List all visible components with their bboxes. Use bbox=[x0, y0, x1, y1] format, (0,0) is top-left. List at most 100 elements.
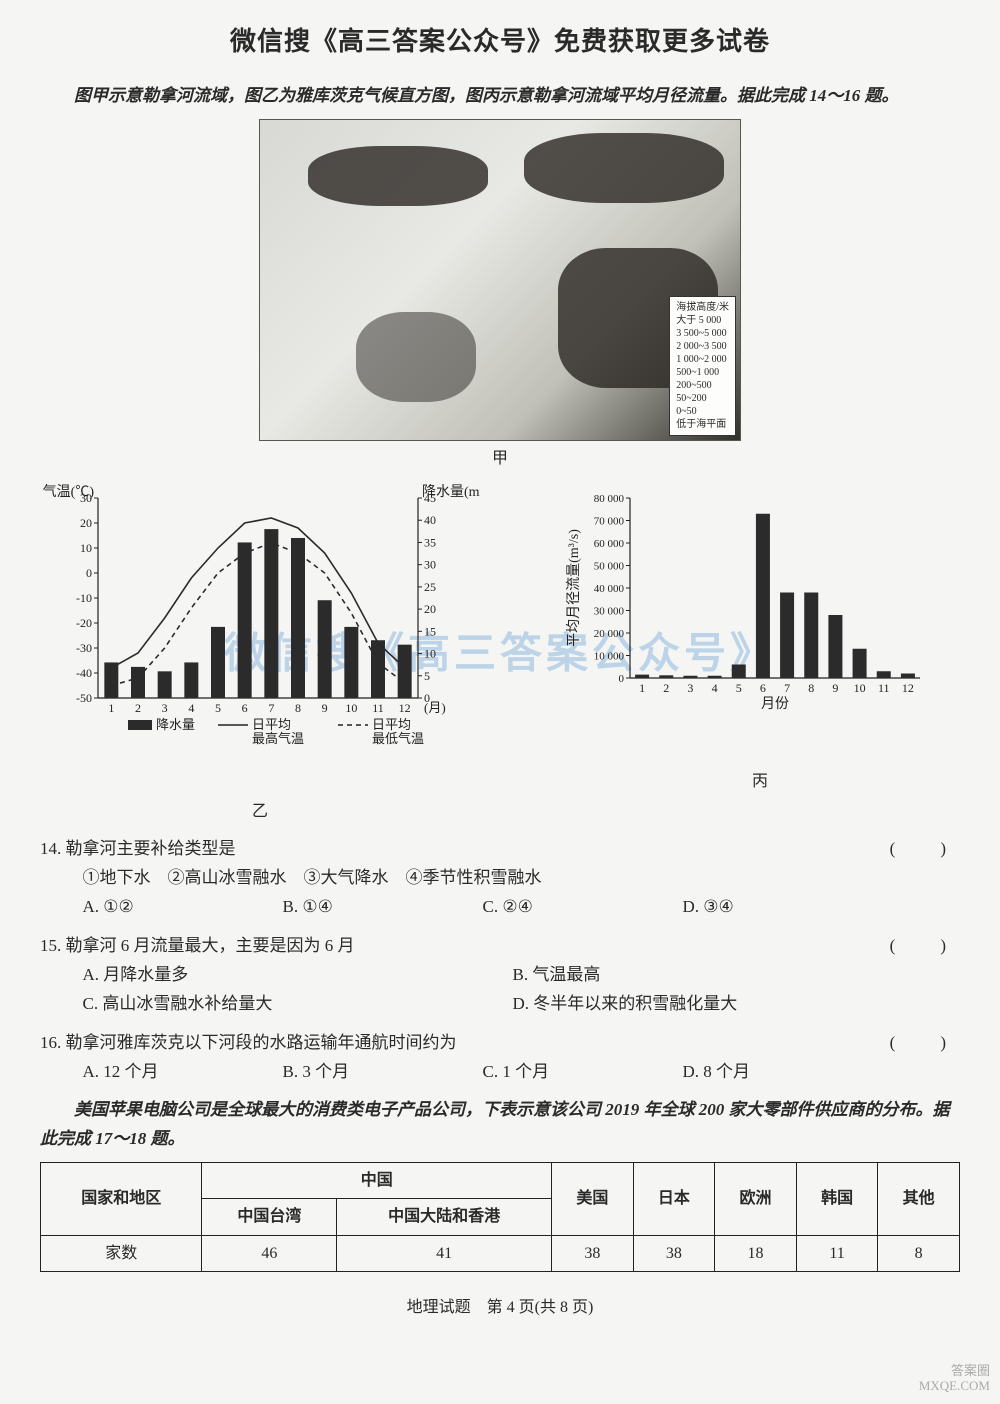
answer-blank: ( ) bbox=[890, 1029, 960, 1058]
legend-item: 2 000~3 500 bbox=[676, 340, 729, 353]
svg-text:4: 4 bbox=[712, 681, 718, 695]
svg-text:5: 5 bbox=[215, 701, 221, 715]
q15-stem: 15. 勒拿河 6 月流量最大，主要是因为 6 月 bbox=[40, 932, 890, 961]
svg-text:5: 5 bbox=[736, 681, 742, 695]
page-footer: 地理试题 第 4 页(共 8 页) bbox=[40, 1294, 960, 1321]
q14-opt-d: D. ③④ bbox=[683, 893, 883, 922]
legend-item: 0~50 bbox=[676, 405, 729, 418]
svg-text:5: 5 bbox=[424, 669, 430, 683]
legend-item: 500~1 000 bbox=[676, 366, 729, 379]
svg-text:0: 0 bbox=[619, 673, 625, 685]
svg-text:12: 12 bbox=[399, 701, 411, 715]
chart-yi-svg: 气温(℃)降水量(mm)3020100-10-20-30-40-50454035… bbox=[40, 484, 480, 784]
svg-text:2: 2 bbox=[135, 701, 141, 715]
svg-text:日平均: 日平均 bbox=[372, 717, 411, 732]
svg-text:7: 7 bbox=[268, 701, 274, 715]
svg-text:40: 40 bbox=[424, 513, 436, 527]
svg-text:最低气温: 最低气温 bbox=[372, 731, 424, 746]
corner-l1: 答案圈 bbox=[919, 1363, 990, 1379]
corner-watermark: 答案圈 MXQE.COM bbox=[919, 1363, 990, 1394]
chart-bing: 平均月径流量(m³/s)010 00020 00030 00040 00050 … bbox=[560, 484, 960, 795]
svg-text:-50: -50 bbox=[76, 691, 92, 705]
svg-text:8: 8 bbox=[808, 681, 814, 695]
svg-text:(月): (月) bbox=[424, 700, 446, 715]
chart-bing-caption: 丙 bbox=[560, 768, 960, 795]
q16-stem: 16. 勒拿河雅库茨克以下河段的水路运输年通航时间约为 bbox=[40, 1029, 890, 1058]
answer-blank: ( ) bbox=[890, 835, 960, 864]
svg-text:-40: -40 bbox=[76, 666, 92, 680]
svg-text:9: 9 bbox=[322, 701, 328, 715]
th-us: 美国 bbox=[552, 1163, 634, 1235]
q14-opt-b: B. ①④ bbox=[283, 893, 483, 922]
svg-text:45: 45 bbox=[424, 491, 436, 505]
svg-text:60 000: 60 000 bbox=[594, 538, 625, 550]
svg-text:50 000: 50 000 bbox=[594, 561, 625, 573]
q16-opt-d: D. 8 个月 bbox=[683, 1058, 883, 1087]
svg-text:1: 1 bbox=[108, 701, 114, 715]
svg-text:10: 10 bbox=[854, 681, 866, 695]
q15-opt-d: D. 冬半年以来的积雪融化量大 bbox=[513, 990, 943, 1019]
svg-text:35: 35 bbox=[424, 536, 436, 550]
legend-item: 大于 5 000 bbox=[676, 314, 729, 327]
td-tw: 46 bbox=[202, 1235, 337, 1271]
svg-text:70 000: 70 000 bbox=[594, 516, 625, 528]
q16-opt-a: A. 12 个月 bbox=[83, 1058, 283, 1087]
q15-opt-a: A. 月降水量多 bbox=[83, 961, 513, 990]
legend-item: 1 000~2 000 bbox=[676, 353, 729, 366]
th-region: 国家和地区 bbox=[41, 1163, 202, 1235]
svg-text:30 000: 30 000 bbox=[594, 606, 625, 618]
td-eu: 18 bbox=[715, 1235, 797, 1271]
th-china: 中国 bbox=[202, 1163, 552, 1199]
map-figure: 海拔高度/米 大于 5 0003 500~5 0002 000~3 5001 0… bbox=[40, 119, 960, 472]
svg-text:11: 11 bbox=[372, 701, 384, 715]
svg-text:9: 9 bbox=[832, 681, 838, 695]
svg-text:0: 0 bbox=[86, 566, 92, 580]
corner-l2: MXQE.COM bbox=[919, 1378, 990, 1394]
svg-text:-10: -10 bbox=[76, 591, 92, 605]
th-other: 其他 bbox=[878, 1163, 960, 1235]
svg-text:降水量: 降水量 bbox=[156, 717, 195, 732]
supplier-table: 国家和地区 中国 美国 日本 欧洲 韩国 其他 中国台湾 中国大陆和香港 家数 … bbox=[40, 1162, 960, 1272]
svg-text:月份: 月份 bbox=[761, 696, 789, 712]
svg-text:80 000: 80 000 bbox=[594, 493, 625, 505]
chart-yi: 气温(℃)降水量(mm)3020100-10-20-30-40-50454035… bbox=[40, 484, 480, 825]
svg-text:1: 1 bbox=[639, 681, 645, 695]
svg-text:30: 30 bbox=[424, 558, 436, 572]
th-jp: 日本 bbox=[633, 1163, 715, 1235]
td-ml: 41 bbox=[337, 1235, 552, 1271]
svg-text:40 000: 40 000 bbox=[594, 583, 625, 595]
answer-blank: ( ) bbox=[890, 932, 960, 961]
svg-text:4: 4 bbox=[188, 701, 194, 715]
question-16: 16. 勒拿河雅库茨克以下河段的水路运输年通航时间约为 ( ) A. 12 个月… bbox=[40, 1029, 960, 1087]
td-jp: 38 bbox=[633, 1235, 715, 1271]
th-kr: 韩国 bbox=[796, 1163, 878, 1235]
chart-bing-svg: 平均月径流量(m³/s)010 00020 00030 00040 00050 … bbox=[560, 484, 960, 754]
q15-options: A. 月降水量多 B. 气温最高 C. 高山冰雪融水补给量大 D. 冬半年以来的… bbox=[40, 961, 960, 1019]
legend-item: 200~500 bbox=[676, 379, 729, 392]
svg-text:6: 6 bbox=[760, 681, 766, 695]
question-14: 14. 勒拿河主要补给类型是 ( ) ①地下水 ②高山冰雪融水 ③大气降水 ④季… bbox=[40, 835, 960, 922]
q14-stem: 14. 勒拿河主要补给类型是 bbox=[40, 835, 890, 864]
svg-text:3: 3 bbox=[162, 701, 168, 715]
intro-text: 图甲示意勒拿河流域，图乙为雅库茨克气候直方图，图丙示意勒拿河流域平均月径流量。据… bbox=[40, 82, 960, 111]
td-rowlabel: 家数 bbox=[41, 1235, 202, 1271]
svg-text:7: 7 bbox=[784, 681, 790, 695]
svg-text:最高气温: 最高气温 bbox=[252, 731, 304, 746]
q16-options: A. 12 个月 B. 3 个月 C. 1 个月 D. 8 个月 bbox=[40, 1058, 960, 1087]
th-tw: 中国台湾 bbox=[202, 1199, 337, 1235]
legend-item: 3 500~5 000 bbox=[676, 327, 729, 340]
td-other: 8 bbox=[878, 1235, 960, 1271]
legend-item: 50~200 bbox=[676, 392, 729, 405]
q14-opt-c: C. ②④ bbox=[483, 893, 683, 922]
svg-text:-30: -30 bbox=[76, 641, 92, 655]
svg-text:25: 25 bbox=[424, 580, 436, 594]
td-kr: 11 bbox=[796, 1235, 878, 1271]
svg-text:12: 12 bbox=[902, 681, 914, 695]
map-placeholder: 海拔高度/米 大于 5 0003 500~5 0002 000~3 5001 0… bbox=[259, 119, 741, 441]
svg-text:10 000: 10 000 bbox=[594, 651, 625, 663]
legend-item: 低于海平面 bbox=[676, 418, 729, 431]
svg-text:日平均: 日平均 bbox=[252, 717, 291, 732]
map-caption: 甲 bbox=[40, 445, 960, 472]
svg-text:20: 20 bbox=[80, 516, 92, 530]
svg-text:10: 10 bbox=[80, 541, 92, 555]
